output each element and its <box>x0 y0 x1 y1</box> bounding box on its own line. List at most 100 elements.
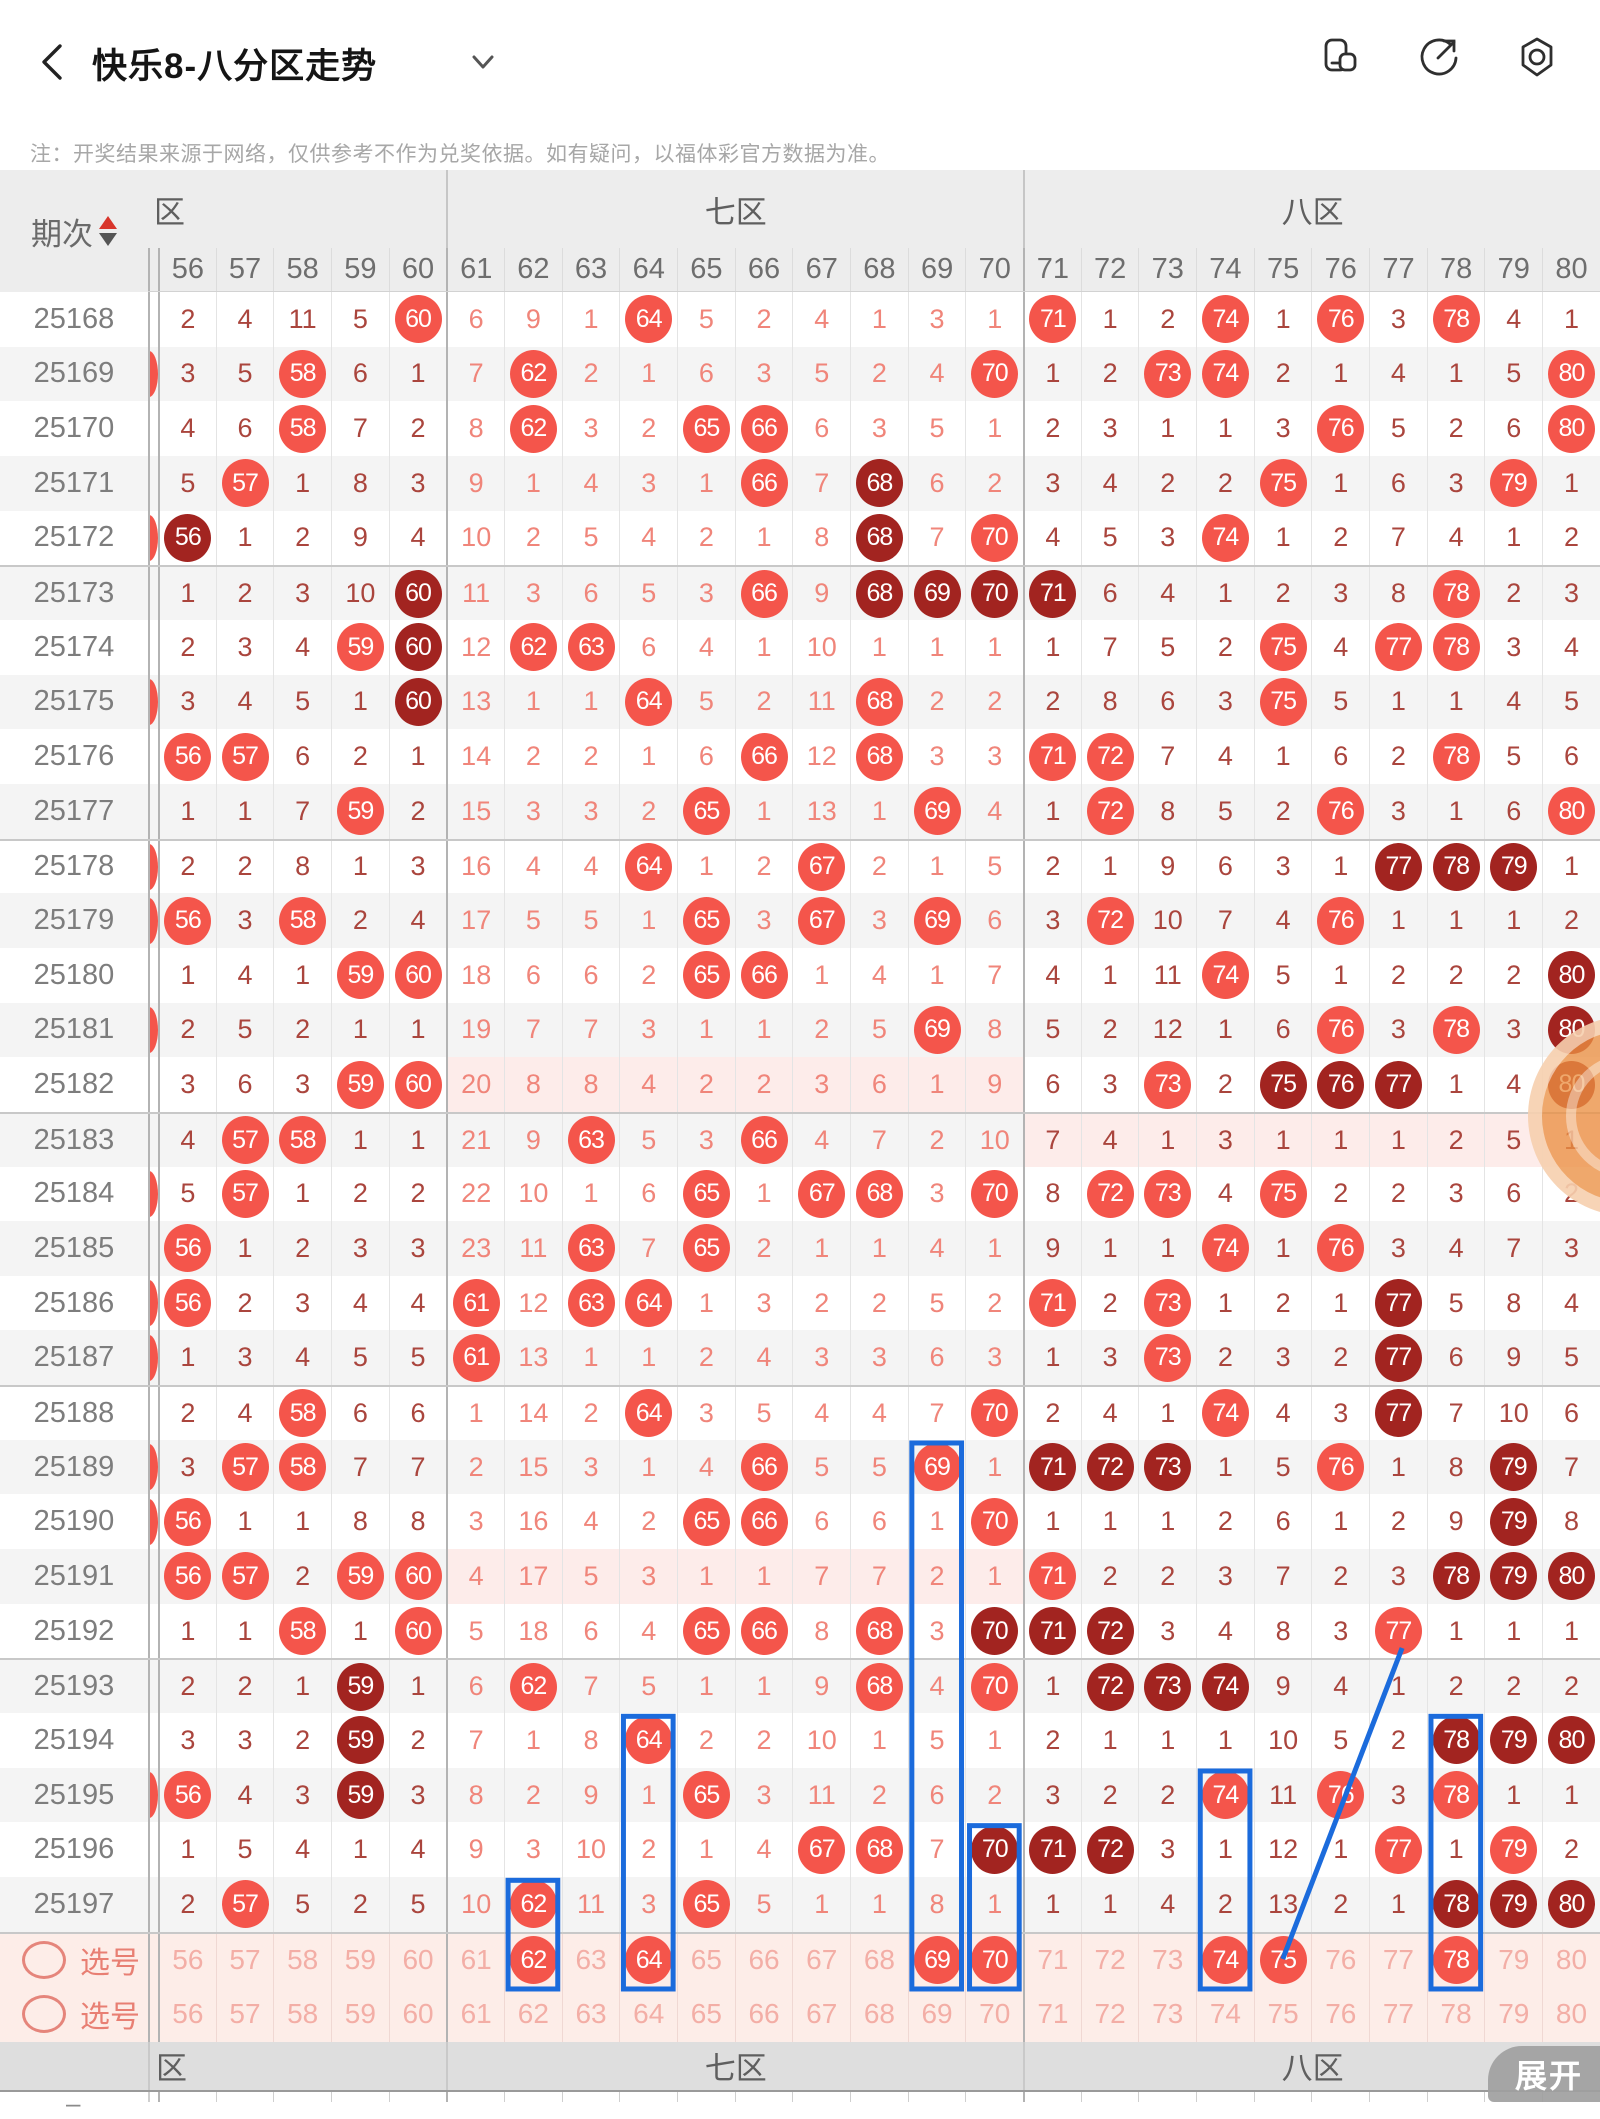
cell: 1 <box>1253 1221 1312 1276</box>
selection-cell-66[interactable]: 66 <box>734 1986 793 2042</box>
cell: 56 <box>158 510 216 566</box>
selection-cell-63[interactable]: 63 <box>561 1933 620 1987</box>
selection-cell-56[interactable]: 56 <box>158 1933 216 1987</box>
selection-cell-72[interactable]: 72 <box>1080 1986 1139 2042</box>
sliver-column <box>148 1113 158 1167</box>
selection-cell-59[interactable]: 59 <box>331 1986 389 2042</box>
selection-cell-61[interactable]: 61 <box>446 1933 504 1987</box>
cell: 2 <box>1542 1822 1600 1878</box>
selection-cell-80[interactable]: 80 <box>1542 1933 1600 1987</box>
drawn-ball-66: 66 <box>740 569 788 618</box>
selection-cell-76[interactable]: 76 <box>1311 1933 1369 1987</box>
selection-cell-74[interactable]: 74 <box>1196 1933 1254 1987</box>
cell: 7 <box>561 1660 620 1714</box>
selected-number-ball-64[interactable]: 64 <box>625 1936 673 1985</box>
selection-cell-65[interactable]: 65 <box>677 1933 735 1987</box>
selection-cell-62[interactable]: 62 <box>504 1933 562 1987</box>
back-icon[interactable] <box>34 38 70 86</box>
selection-cell-56[interactable]: 56 <box>158 1986 216 2042</box>
floating-window-icon[interactable] <box>1318 34 1364 80</box>
selection-cell-76[interactable]: 76 <box>1311 1986 1369 2042</box>
selection-cell-60[interactable]: 60 <box>388 1933 447 1987</box>
selection-cell-71[interactable]: 71 <box>1023 1986 1081 2042</box>
selection-cell-67[interactable]: 67 <box>792 1933 850 1987</box>
selection-cell-58[interactable]: 58 <box>273 1933 331 1987</box>
selection-cell-75[interactable]: 75 <box>1253 1986 1312 2042</box>
cell: 5 <box>1253 1439 1312 1495</box>
selection-row-1: 选号 56 57 58 59 60 61 62 63 64 65 66 67 68 69 70 71 72 73 74… <box>0 1931 1600 1987</box>
selection-cell-71[interactable]: 71 <box>1023 1933 1081 1987</box>
selection-cell-60[interactable]: 60 <box>388 1986 447 2042</box>
selection-cell-68[interactable]: 68 <box>850 1933 908 1987</box>
selection-cell-67[interactable]: 67 <box>792 1986 850 2042</box>
selection-cell-57[interactable]: 57 <box>215 1933 274 1987</box>
cell: 77 <box>1369 619 1427 675</box>
selection-cell-79[interactable]: 79 <box>1484 1933 1542 1987</box>
drawn-ball-58: 58 <box>279 1116 327 1165</box>
selection-cell-78[interactable]: 78 <box>1426 1986 1485 2042</box>
selected-number-ball-70[interactable]: 70 <box>971 1936 1019 1985</box>
cell: 63 <box>561 1275 620 1331</box>
selected-number-ball-69[interactable]: 69 <box>913 1936 961 1985</box>
sliver-column <box>148 729 158 784</box>
cell: 21 <box>446 1113 504 1167</box>
selection-cell-58[interactable]: 58 <box>273 1986 331 2042</box>
chevron-down-icon[interactable] <box>468 52 498 74</box>
selection-cell-77[interactable]: 77 <box>1369 1933 1427 1987</box>
sort-asc-icon[interactable] <box>99 216 117 229</box>
selection-cell-66[interactable]: 66 <box>734 1933 793 1987</box>
selection-cell-61[interactable]: 61 <box>446 1986 504 2042</box>
selection-cell-79[interactable]: 79 <box>1484 1986 1542 2042</box>
selection-cell-69[interactable]: 69 <box>907 1986 966 2042</box>
selection-cell-63[interactable]: 63 <box>561 1986 620 2042</box>
selection-cell-72[interactable]: 72 <box>1080 1933 1139 1987</box>
table-row-25169: 25169 3 5 58 6 1 7 62 2 1 6 3 5 2 4 70 1 2 73 74 2 1 4 1 5 80 <box>0 346 1600 402</box>
period-column-header[interactable]: 期次 <box>0 170 148 292</box>
cell: 1 <box>850 1221 908 1276</box>
selection-cell-74[interactable]: 74 <box>1196 1986 1254 2042</box>
selection-cell-78[interactable]: 78 <box>1426 1933 1485 1987</box>
selection-cell-62[interactable]: 62 <box>504 1986 562 2042</box>
selection-cell-80[interactable]: 80 <box>1542 1986 1600 2042</box>
selection-cell-70[interactable]: 70 <box>965 1986 1023 2042</box>
cell: 6 <box>1196 840 1254 894</box>
selection-cell-57[interactable]: 57 <box>215 1986 274 2042</box>
cell: 66 <box>734 567 793 620</box>
selection-cell-68[interactable]: 68 <box>850 1986 908 2042</box>
selection-cell-59[interactable]: 59 <box>331 1933 389 1987</box>
cell: 6 <box>619 619 677 675</box>
settings-icon[interactable] <box>1514 34 1560 80</box>
selection-radio[interactable] <box>22 1941 66 1980</box>
cell: 8 <box>561 1057 620 1112</box>
selection-radio[interactable] <box>22 1995 66 2034</box>
cell: 2 <box>1080 1767 1139 1823</box>
selected-number-ball-75[interactable]: 75 <box>1259 1936 1307 1985</box>
cell: 5 <box>561 1549 620 1604</box>
cell: 1 <box>1023 1877 1081 1932</box>
expand-button[interactable]: 展开 <box>1488 2046 1600 2102</box>
selection-cell-77[interactable]: 77 <box>1369 1986 1427 2042</box>
drawn-ball-62: 62 <box>509 1662 557 1711</box>
selected-number-ball-62[interactable]: 62 <box>509 1936 557 1985</box>
cell: 2 <box>388 1166 447 1222</box>
cell: 10 <box>446 1877 504 1932</box>
sort-icons[interactable] <box>99 216 117 246</box>
selection-cell-64[interactable]: 64 <box>619 1933 677 1987</box>
selected-number-ball-78[interactable]: 78 <box>1432 1936 1480 1985</box>
selection-cell-65[interactable]: 65 <box>677 1986 735 2042</box>
cell: 1 <box>1311 947 1369 1003</box>
selection-cell-69[interactable]: 69 <box>907 1933 966 1987</box>
selection-cell-70[interactable]: 70 <box>965 1933 1023 1987</box>
selection-cell-73[interactable]: 73 <box>1138 1986 1196 2042</box>
selection-cell-64[interactable]: 64 <box>619 1986 677 2042</box>
share-icon[interactable] <box>1416 34 1462 80</box>
cell: 3 <box>734 893 793 948</box>
selection-cell-73[interactable]: 73 <box>1138 1933 1196 1987</box>
selected-number-ball-74[interactable]: 74 <box>1201 1936 1249 1985</box>
cell: 61 <box>446 1275 504 1331</box>
selection-cell-75[interactable]: 75 <box>1253 1933 1312 1987</box>
sliver-column <box>148 1221 158 1276</box>
cell: 56 <box>158 1494 216 1550</box>
sort-desc-icon[interactable] <box>99 233 117 246</box>
cell: 3 <box>388 840 447 894</box>
